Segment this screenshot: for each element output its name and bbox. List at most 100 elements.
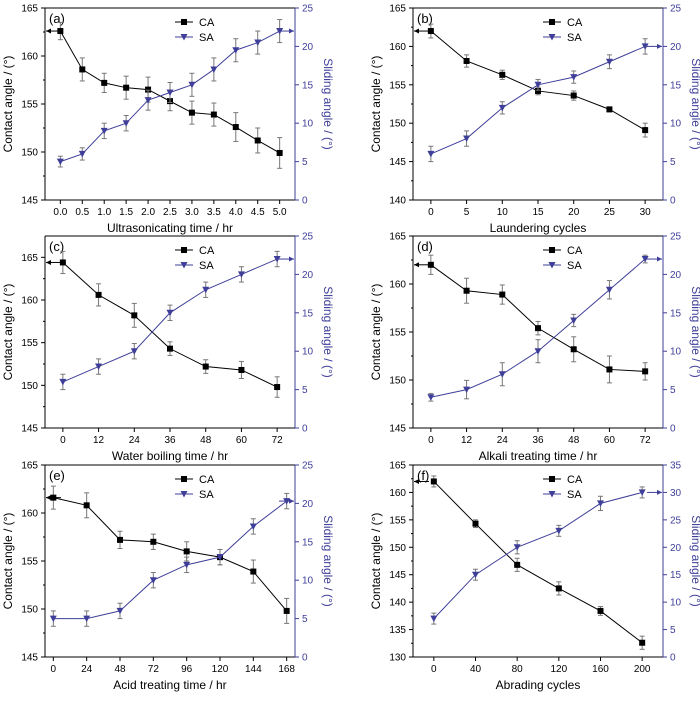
legend-sa-label: SA: [567, 489, 582, 501]
legend-ca-label: CA: [567, 245, 583, 257]
ca-marker: [238, 366, 245, 373]
left-arrow-head: [414, 262, 419, 268]
panel-label: (c): [49, 239, 64, 254]
right-y-tick-label: 0: [670, 653, 676, 664]
x-tick-label: 5.0: [273, 207, 287, 218]
x-tick-label: 0.5: [75, 207, 89, 218]
sa-marker: [166, 309, 174, 317]
series-line-sa: [433, 491, 643, 619]
x-tick-label: 24: [129, 435, 141, 446]
sa-marker: [498, 371, 506, 378]
sa-marker: [638, 489, 646, 496]
x-tick-label: 168: [278, 664, 295, 675]
right-y-axis-label: Sliding angle / (°): [689, 58, 700, 150]
sa-marker: [100, 127, 108, 135]
x-axis-label: Water boiling time / hr: [112, 449, 228, 463]
legend-ca-marker: [181, 247, 187, 253]
x-tick-label: 1.0: [97, 207, 111, 218]
series-line-sa: [53, 500, 287, 620]
ca-marker: [642, 368, 649, 375]
x-tick-label: 0: [51, 664, 57, 675]
sa-marker: [210, 66, 218, 73]
sa-marker: [56, 158, 64, 166]
x-tick-label: 48: [114, 664, 126, 675]
right-y-tick-label: 20: [670, 42, 682, 53]
ca-marker: [642, 127, 649, 134]
right-y-tick-label: 20: [670, 543, 682, 554]
sa-marker: [513, 544, 521, 551]
chart-panel: 0 24 48 72 96 120 144 168 145 150 155 160 165 0 5 10 15 2…: [1, 461, 335, 693]
left-y-tick-label: 150: [389, 543, 406, 554]
legend-ca-label: CA: [567, 17, 583, 29]
x-tick-label: 80: [512, 664, 524, 675]
left-y-tick-label: 165: [21, 253, 38, 264]
sa-marker: [249, 523, 257, 530]
right-y-tick-label: 0: [302, 653, 308, 664]
x-tick-label: 48: [200, 435, 212, 446]
legend: CA SA: [543, 245, 583, 272]
series-line-ca: [53, 497, 288, 612]
x-tick-label: 60: [604, 435, 616, 446]
right-y-axis-label: Sliding angle / (°): [689, 515, 700, 607]
x-tick-label: 3.5: [207, 207, 221, 218]
right-y-tick-label: 20: [670, 270, 682, 281]
legend-ca-label: CA: [199, 245, 215, 257]
ca-marker: [95, 291, 102, 298]
x-tick-label: 1.5: [119, 207, 133, 218]
sa-marker: [122, 120, 130, 127]
ca-marker: [79, 66, 86, 73]
ca-marker: [183, 548, 190, 555]
sa-marker: [430, 615, 438, 623]
right-y-tick-label: 35: [670, 461, 682, 472]
x-tick-label: 15: [532, 207, 544, 218]
sa-marker: [188, 81, 196, 89]
legend-sa-marker: [548, 491, 556, 498]
legend-ca-marker: [181, 476, 187, 482]
right-arrow-head: [657, 43, 662, 49]
right-y-tick-label: 10: [302, 576, 314, 587]
x-tick-label: 96: [181, 664, 193, 675]
left-y-tick-label: 145: [389, 424, 406, 435]
ca-marker: [188, 109, 195, 116]
legend-ca-label: CA: [567, 474, 583, 486]
legend: CA SA: [175, 474, 215, 501]
x-tick-label: 72: [148, 664, 160, 675]
sa-marker: [472, 571, 479, 579]
x-tick-label: 48: [568, 435, 580, 446]
x-tick-label: 5: [464, 207, 470, 218]
left-arrow-head: [414, 478, 419, 484]
legend-ca-marker: [549, 247, 555, 253]
sa-marker: [555, 527, 563, 535]
x-tick-label: 12: [93, 435, 105, 446]
sa-marker: [144, 97, 152, 104]
ca-marker: [117, 536, 123, 543]
left-y-tick-label: 150: [389, 119, 406, 130]
chart-panel: 0 40 80 120 160 200 130 135 140 145 150 155 160 165 0 5…: [369, 461, 700, 693]
legend-sa-label: SA: [567, 32, 582, 44]
ca-marker: [250, 568, 257, 575]
legend-ca-label: CA: [199, 17, 215, 29]
right-y-tick-label: 15: [670, 80, 682, 91]
x-tick-label: 144: [245, 664, 262, 675]
ca-marker: [83, 502, 90, 509]
ca-marker: [499, 291, 506, 298]
right-y-tick-label: 10: [670, 119, 682, 130]
legend-sa-label: SA: [567, 260, 582, 272]
ca-marker: [463, 57, 470, 64]
left-y-tick-label: 155: [21, 338, 38, 349]
right-y-tick-label: 5: [302, 385, 308, 396]
right-y-tick-label: 20: [302, 42, 314, 53]
right-y-tick-label: 5: [302, 157, 308, 168]
ca-marker: [427, 261, 434, 268]
sa-marker: [59, 378, 67, 386]
x-axis-label: Ultrasonicating time / hr: [107, 221, 233, 235]
sa-marker: [427, 394, 435, 401]
legend-sa-marker: [180, 491, 188, 498]
panel-label: (f): [417, 468, 429, 483]
x-tick-label: 72: [272, 435, 284, 446]
legend-sa-label: SA: [199, 489, 214, 501]
sa-marker: [216, 554, 224, 561]
right-y-axis-label: Sliding angle / (°): [689, 286, 700, 378]
left-y-tick-label: 130: [389, 653, 406, 664]
